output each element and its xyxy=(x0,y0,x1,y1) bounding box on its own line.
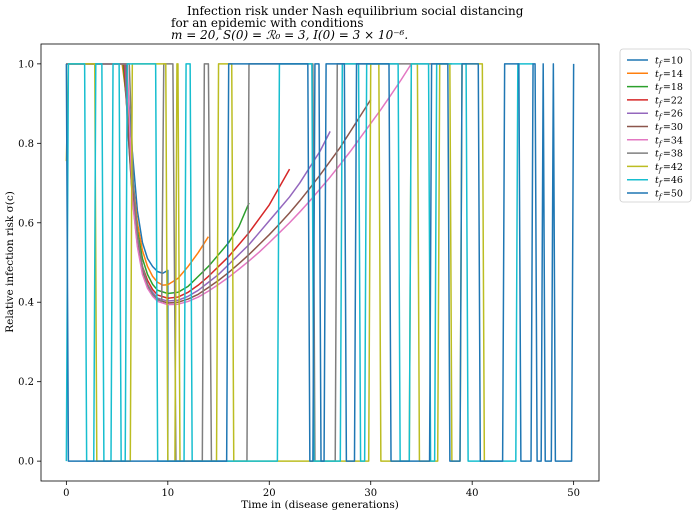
x-tick-label: 20 xyxy=(263,488,276,499)
legend-label: tf =46 xyxy=(655,175,683,188)
legend-label: tf =14 xyxy=(655,69,683,82)
legend-entry: tf =50 xyxy=(627,189,683,202)
y-axis: 0.0 0.2 0.4 0.6 0.8 1.0 xyxy=(18,59,41,468)
legend-entry: tf =42 xyxy=(627,162,683,175)
x-tick-label: 0 xyxy=(63,488,69,499)
series-line-3 xyxy=(66,63,250,295)
chart-title: Infection risk under Nash equilibrium so… xyxy=(171,4,524,42)
x-tick-label: 40 xyxy=(466,488,479,499)
legend-label: tf =18 xyxy=(655,82,683,95)
legend-entry: tf =30 xyxy=(627,122,683,135)
y-tick-label: 0.2 xyxy=(18,377,34,388)
series-line-10 xyxy=(65,63,534,462)
title-line-1: Infection risk under Nash equilibrium so… xyxy=(187,4,524,18)
legend-entry: tf =38 xyxy=(627,149,683,162)
series-line-11 xyxy=(65,63,575,462)
series-layer xyxy=(65,63,575,462)
legend-label: tf =26 xyxy=(655,109,683,122)
y-tick-label: 1.0 xyxy=(18,59,34,70)
legend-label: tf =10 xyxy=(655,56,683,69)
y-axis-label: Relative infection risk σ(c) xyxy=(4,191,16,333)
legend-entry: tf =26 xyxy=(627,109,683,122)
legend-label: tf =38 xyxy=(655,149,683,162)
y-tick-label: 0.4 xyxy=(18,298,34,309)
legend-entry: tf =14 xyxy=(627,69,683,82)
y-tick-label: 0.8 xyxy=(18,139,34,150)
legend-entry: tf =10 xyxy=(627,56,683,69)
series-line-7 xyxy=(66,63,412,306)
legend-label: tf =22 xyxy=(655,95,683,108)
x-axis: 0 10 20 30 40 50 xyxy=(63,481,580,499)
x-tick-label: 30 xyxy=(364,488,377,499)
title-line-3: m = 20, S(0) = ℛ₀ = 3, I(0) = 3 × 10⁻⁶. xyxy=(171,28,408,42)
y-tick-label: 0.0 xyxy=(18,457,34,468)
title-line-2: for an epidemic with conditions xyxy=(171,16,364,30)
y-tick-label: 0.6 xyxy=(18,218,34,229)
series-line-5 xyxy=(66,63,331,302)
legend-label: tf =50 xyxy=(655,189,683,202)
series-line-1 xyxy=(66,63,169,462)
legend-entry: tf =34 xyxy=(627,135,683,148)
legend-entry: tf =18 xyxy=(627,82,683,95)
series-line-2 xyxy=(66,63,210,286)
x-tick-label: 10 xyxy=(161,488,174,499)
series-line-8 xyxy=(66,63,452,462)
legend-label: tf =42 xyxy=(655,162,683,175)
x-axis-label: Time in (disease generations) xyxy=(241,499,399,511)
legend-label: tf =34 xyxy=(655,135,683,148)
legend-label: tf =30 xyxy=(655,122,683,135)
x-tick-label: 50 xyxy=(567,488,580,499)
legend-entry: tf =46 xyxy=(627,175,683,188)
legend-entry: tf =22 xyxy=(627,95,683,108)
plot-frame xyxy=(40,43,600,482)
